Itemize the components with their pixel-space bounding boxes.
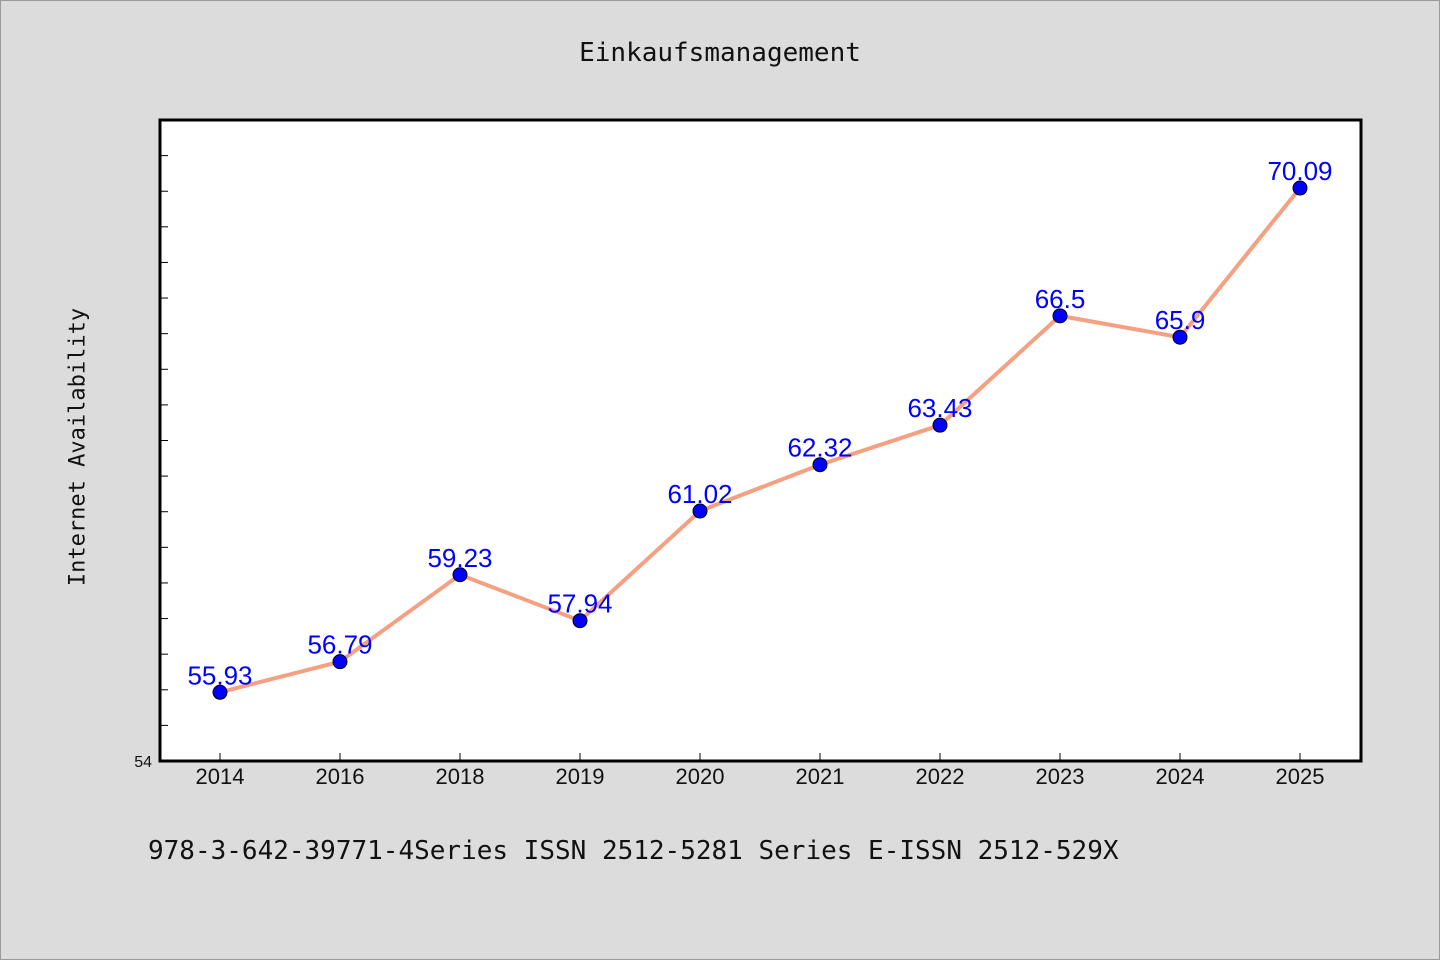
data-label: 56.79 xyxy=(307,630,372,660)
data-point xyxy=(692,503,708,519)
x-tick-label: 2014 xyxy=(196,764,245,789)
data-label: 59.23 xyxy=(427,543,492,573)
x-tick-label: 2024 xyxy=(1156,764,1205,789)
footer-isbn-text: 978-3-642-39771-4Series ISSN 2512-5281 S… xyxy=(148,836,1119,866)
data-label: 55.93 xyxy=(187,660,252,690)
x-tick-label: 2022 xyxy=(916,764,965,789)
x-tick-label: 2025 xyxy=(1276,764,1325,789)
data-point xyxy=(452,567,468,583)
x-tick-label: 2018 xyxy=(436,764,485,789)
x-tick-label: 2019 xyxy=(556,764,605,789)
data-label: 62.32 xyxy=(787,433,852,463)
data-point xyxy=(1292,180,1308,196)
data-label: 70.09 xyxy=(1267,156,1332,186)
data-point xyxy=(1052,308,1068,324)
data-point xyxy=(1172,329,1188,345)
x-tick-label: 2020 xyxy=(676,764,725,789)
data-label: 63.43 xyxy=(907,393,972,423)
data-label: 61.02 xyxy=(667,479,732,509)
data-label: 66.5 xyxy=(1035,284,1086,314)
x-tick-label: 2023 xyxy=(1036,764,1085,789)
chart-title: Einkaufsmanagement xyxy=(579,38,861,68)
data-point xyxy=(332,654,348,670)
plot-area xyxy=(158,118,1363,763)
x-tick-label: 2016 xyxy=(316,764,365,789)
data-label: 57.94 xyxy=(547,589,612,619)
data-point xyxy=(212,684,228,700)
x-tick-label: 2021 xyxy=(796,764,845,789)
data-point xyxy=(812,457,828,473)
series-line xyxy=(218,186,1302,695)
data-point xyxy=(572,613,588,629)
y-tick-label: 54 xyxy=(134,754,152,771)
data-point xyxy=(932,417,948,433)
data-label: 65.9 xyxy=(1155,305,1206,335)
